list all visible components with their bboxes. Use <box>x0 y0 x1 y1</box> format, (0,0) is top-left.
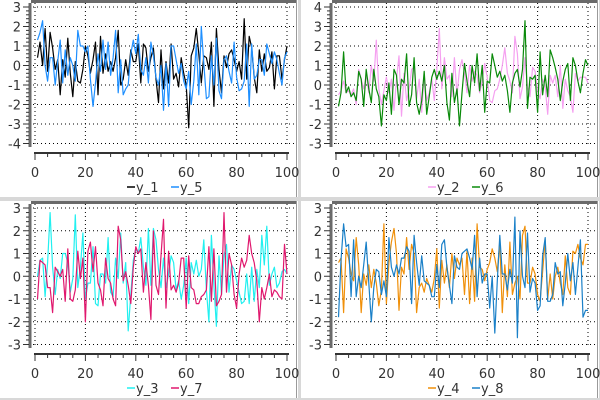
legend-label: y_6 <box>481 181 503 196</box>
x-tick-label: 20 <box>378 166 395 181</box>
y-tick-label: -2 <box>8 99 21 114</box>
subplot-1: 3 2 1 0 -1 -2 -3 -4 0 20 40 60 80 100 y_1 y_5 <box>0 0 299 197</box>
x-tick-label: 40 <box>429 367 446 382</box>
x-tick-label: 0 <box>332 166 340 181</box>
x-tick-label: 100 <box>275 367 300 382</box>
x-tick-label: 80 <box>228 166 245 181</box>
y-tick-label: -2 <box>309 316 322 331</box>
x-tick-label: 0 <box>332 367 340 382</box>
x-tick-label: 80 <box>529 166 546 181</box>
legend: y_4 y_8 <box>428 382 503 397</box>
x-tick-label: 60 <box>178 367 195 382</box>
y-tick-label: 1 <box>13 248 21 263</box>
y-tick-label: 1 <box>314 248 322 263</box>
y-tick-label: 1 <box>314 60 322 75</box>
x-tick-label: 60 <box>178 166 195 181</box>
series-line-y-6 <box>337 20 589 127</box>
x-tick-label: 60 <box>479 367 496 382</box>
y-tick-label: 2 <box>13 21 21 36</box>
x-tick-label: 40 <box>429 166 446 181</box>
legend: y_3 y_7 <box>127 382 202 397</box>
y-tick-label: -4 <box>8 138 21 153</box>
subplot-2: 4 3 2 1 0 -1 -2 -3 0 20 40 60 80 100 y_2 y_6 <box>301 0 600 197</box>
subplot-4: 3 2 1 0 -1 -2 -3 0 20 40 60 80 100 y_4 y_8 <box>301 201 600 398</box>
y-tick-label: -3 <box>309 138 322 153</box>
x-tick-label: 100 <box>576 367 600 382</box>
x-tick-label: 20 <box>378 367 395 382</box>
series-line-y-8 <box>337 216 588 339</box>
y-tick-label: -3 <box>309 339 322 354</box>
subplot-3: 3 2 1 0 -1 -2 -3 0 20 40 60 80 100 y_3 y_7 <box>0 201 299 398</box>
y-tick-label: 2 <box>314 40 322 55</box>
y-tick-label: 3 <box>314 202 322 217</box>
legend-label: y_4 <box>437 382 459 397</box>
legend: y_1 y_5 <box>127 181 202 196</box>
y-tick-label: -1 <box>309 99 322 114</box>
x-tick-label: 100 <box>275 166 300 181</box>
y-tick-label: -1 <box>8 79 21 94</box>
x-tick-label: 40 <box>128 367 145 382</box>
x-tick-label: 100 <box>576 166 600 181</box>
series-line-y-7 <box>36 212 288 323</box>
y-tick-label: 2 <box>13 225 21 240</box>
y-tick-label: -3 <box>8 339 21 354</box>
y-tick-label: -3 <box>8 118 21 133</box>
legend-label: y_3 <box>136 382 158 397</box>
y-tick-label: -1 <box>8 293 21 308</box>
legend-label: y_7 <box>180 382 202 397</box>
series-line-y-5 <box>36 20 288 111</box>
series-line-y-1 <box>36 18 288 129</box>
y-tick-label: -1 <box>309 293 322 308</box>
y-tick-label: 3 <box>13 1 21 16</box>
y-tick-label: 0 <box>13 60 21 75</box>
legend-label: y_1 <box>136 181 158 196</box>
x-tick-label: 0 <box>31 367 39 382</box>
x-tick-label: 20 <box>77 367 94 382</box>
y-tick-label: 3 <box>314 21 322 36</box>
x-tick-label: 0 <box>31 166 39 181</box>
y-tick-label: 0 <box>314 79 322 94</box>
x-tick-label: 80 <box>228 367 245 382</box>
y-tick-label: -2 <box>8 316 21 331</box>
legend-label: y_8 <box>481 382 503 397</box>
y-tick-label: 3 <box>13 202 21 217</box>
x-tick-label: 60 <box>479 166 496 181</box>
y-tick-label: 0 <box>314 270 322 285</box>
legend-label: y_2 <box>437 181 459 196</box>
x-tick-label: 40 <box>128 166 145 181</box>
legend-label: y_5 <box>180 181 202 196</box>
y-tick-label: 0 <box>13 270 21 285</box>
x-tick-label: 20 <box>77 166 94 181</box>
y-tick-label: 2 <box>314 225 322 240</box>
y-tick-label: 1 <box>13 40 21 55</box>
legend: y_2 y_6 <box>428 181 503 196</box>
x-tick-label: 80 <box>529 367 546 382</box>
y-tick-label: -2 <box>309 118 322 133</box>
series-line-y-2 <box>337 27 589 117</box>
y-tick-label: 4 <box>314 1 322 16</box>
series-line-y-3 <box>36 212 288 332</box>
